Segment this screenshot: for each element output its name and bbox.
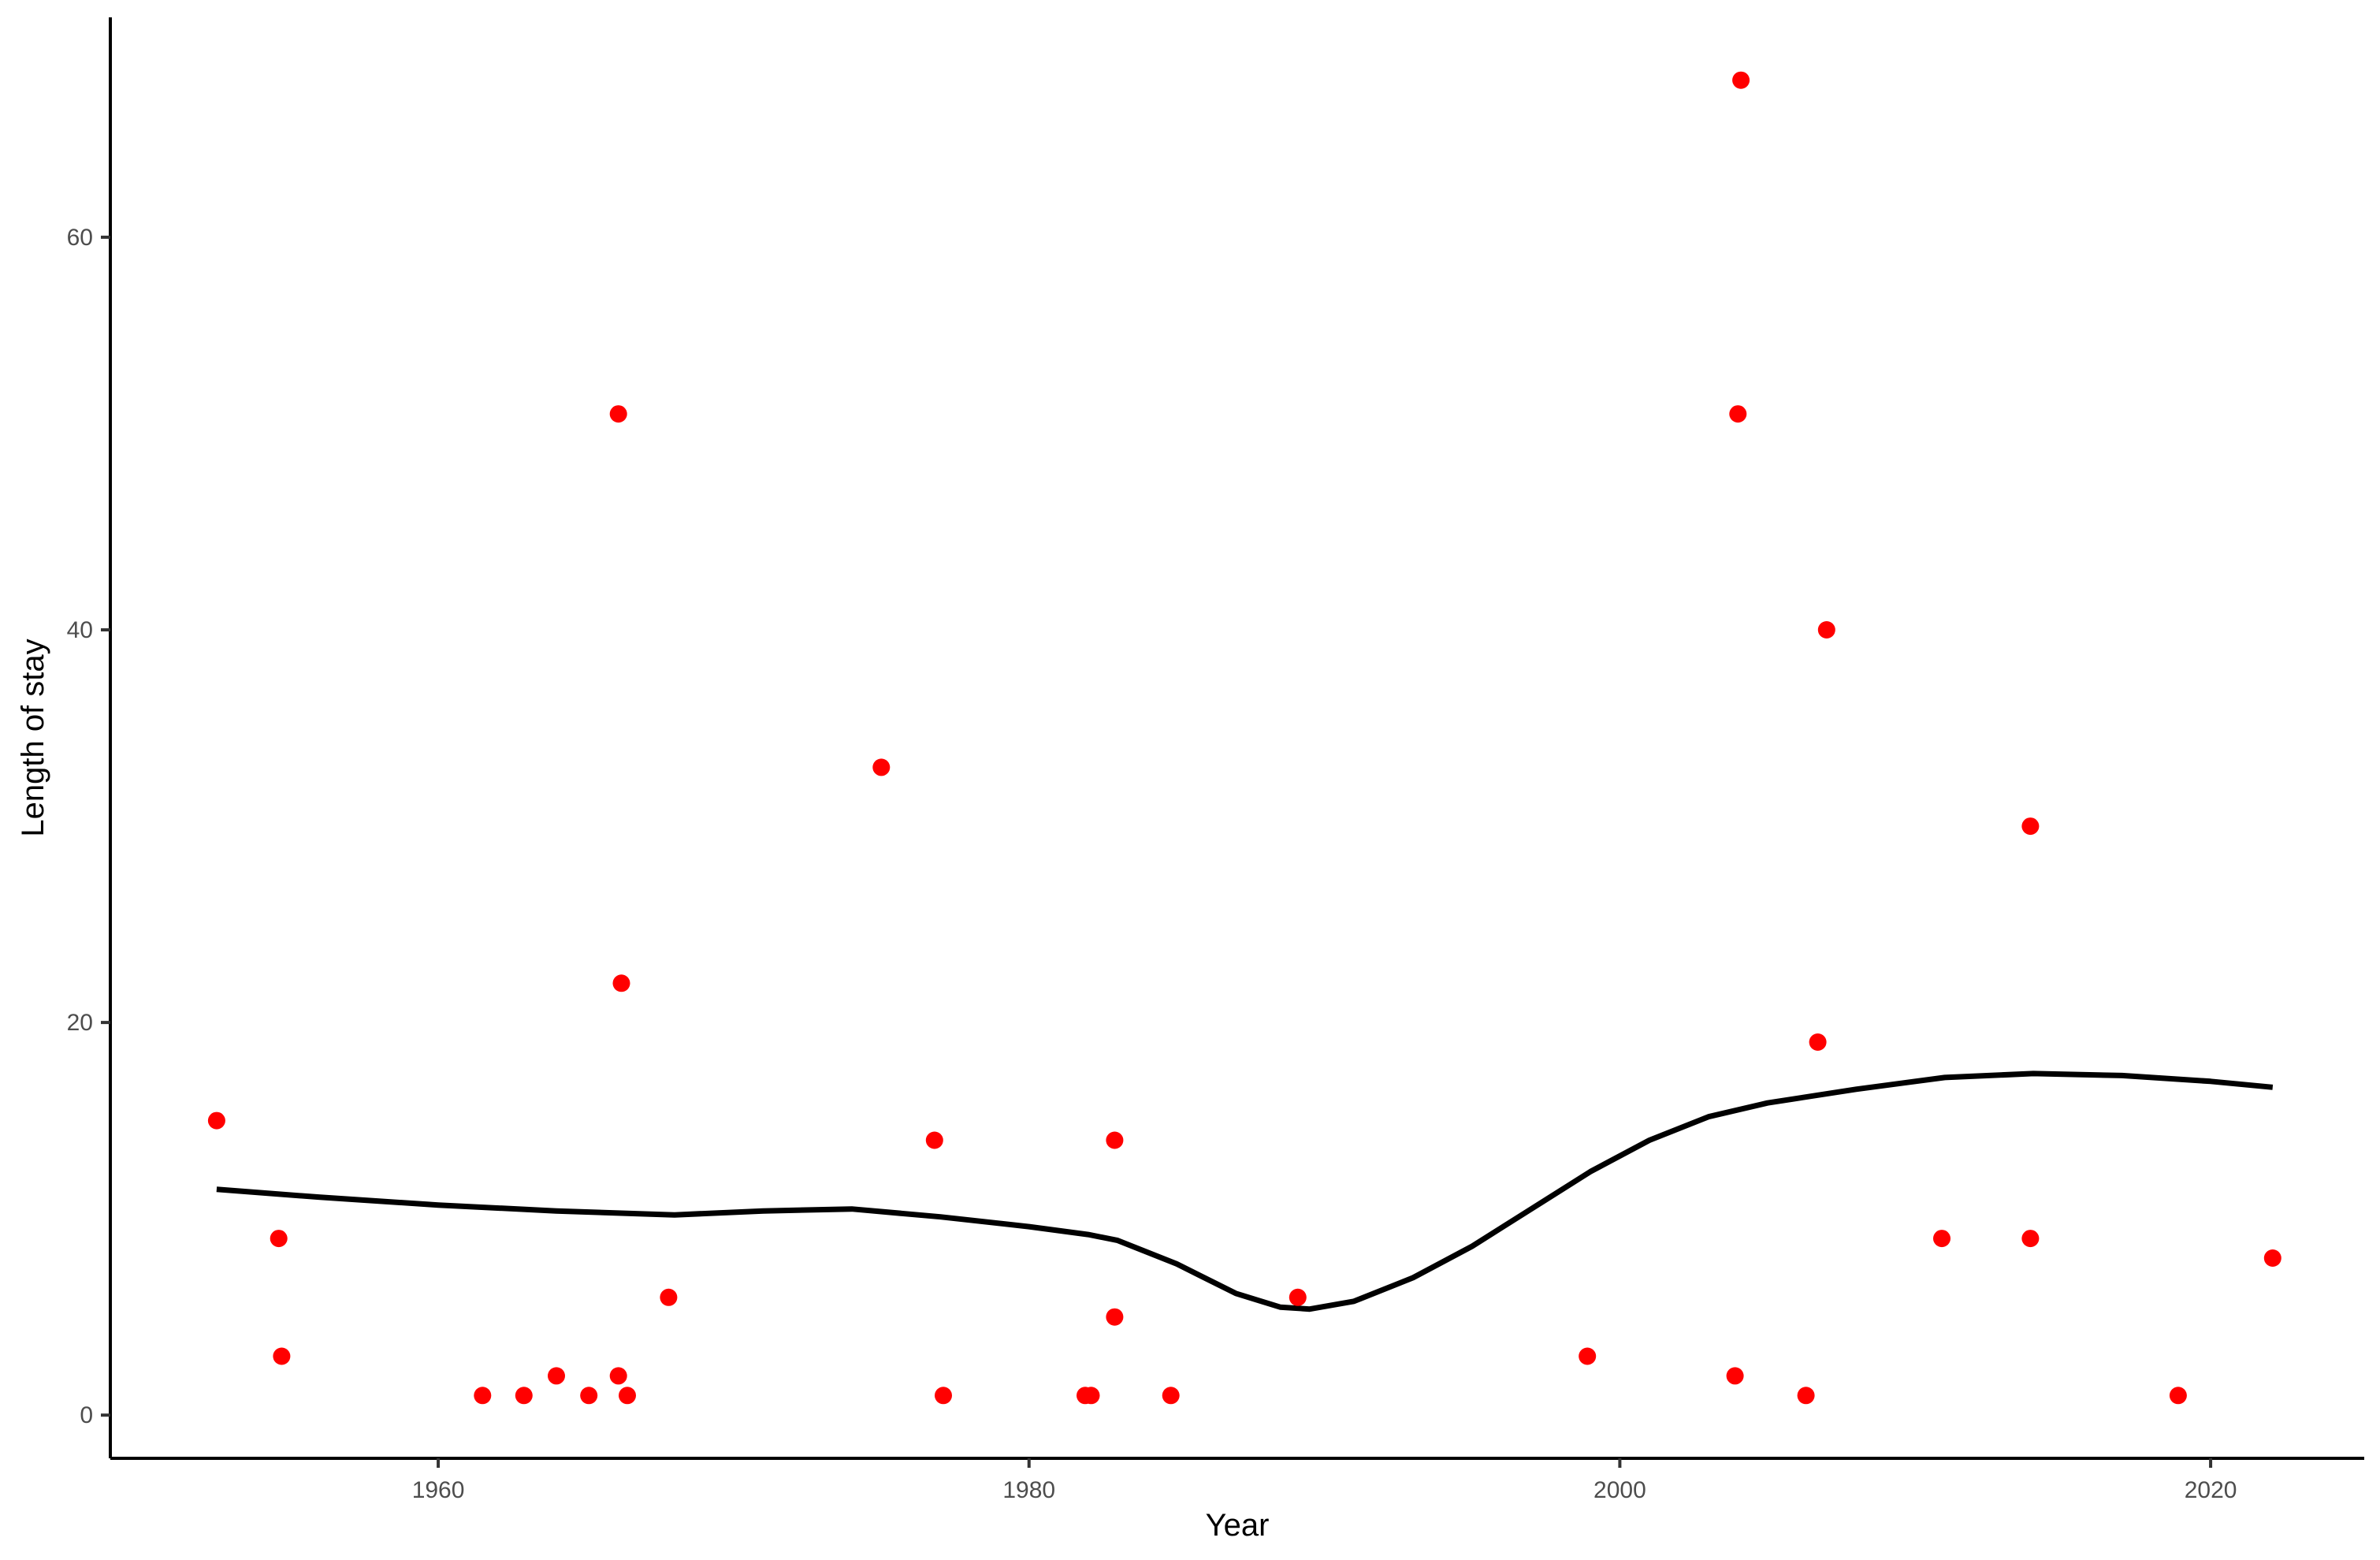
axis-ticks: 1960 1980 2000 2020 0 20 40 60 <box>67 225 2237 1503</box>
data-point <box>273 1347 291 1365</box>
y-tick-label: 0 <box>80 1402 93 1428</box>
data-point <box>1809 1033 1827 1051</box>
data-point <box>872 758 891 776</box>
data-point <box>1579 1347 1597 1365</box>
data-point <box>2169 1387 2187 1405</box>
y-tick-label: 60 <box>67 225 93 251</box>
y-axis-title: Length of stay <box>16 639 50 836</box>
x-tick-label: 1980 <box>1002 1477 1055 1503</box>
data-point <box>1729 405 1747 423</box>
data-point <box>1106 1131 1124 1149</box>
data-point <box>612 974 630 992</box>
data-point <box>1162 1387 1180 1405</box>
data-point <box>609 1367 627 1385</box>
data-point <box>1082 1387 1100 1405</box>
data-point <box>270 1230 288 1248</box>
data-point <box>660 1288 678 1306</box>
y-tick-label: 40 <box>67 617 93 643</box>
axes <box>109 17 2364 1460</box>
x-tick-label: 1960 <box>412 1477 465 1503</box>
y-tick-label: 20 <box>67 1010 93 1036</box>
plot-marks <box>207 71 2281 1405</box>
data-point <box>1726 1367 1744 1385</box>
data-point <box>1797 1387 1815 1405</box>
data-point <box>1933 1230 1950 1248</box>
data-point <box>609 405 627 423</box>
x-tick-label: 2000 <box>1593 1477 1646 1503</box>
data-point <box>619 1387 636 1405</box>
data-point <box>1817 621 1835 639</box>
data-point <box>580 1387 598 1405</box>
x-axis-title: Year <box>1206 1508 1270 1543</box>
data-point <box>548 1367 565 1385</box>
data-point <box>2263 1249 2281 1267</box>
x-tick-label: 2020 <box>2185 1477 2237 1503</box>
data-point <box>935 1387 952 1405</box>
data-point <box>2021 1230 2040 1248</box>
smooth-trend-line <box>216 1070 2274 1312</box>
data-point <box>2021 817 2040 836</box>
data-point <box>1106 1308 1124 1326</box>
data-point <box>207 1111 225 1130</box>
data-point <box>925 1131 943 1149</box>
data-point <box>515 1387 533 1405</box>
data-point <box>474 1387 492 1405</box>
data-point <box>1732 71 1750 89</box>
data-point <box>1289 1288 1307 1306</box>
